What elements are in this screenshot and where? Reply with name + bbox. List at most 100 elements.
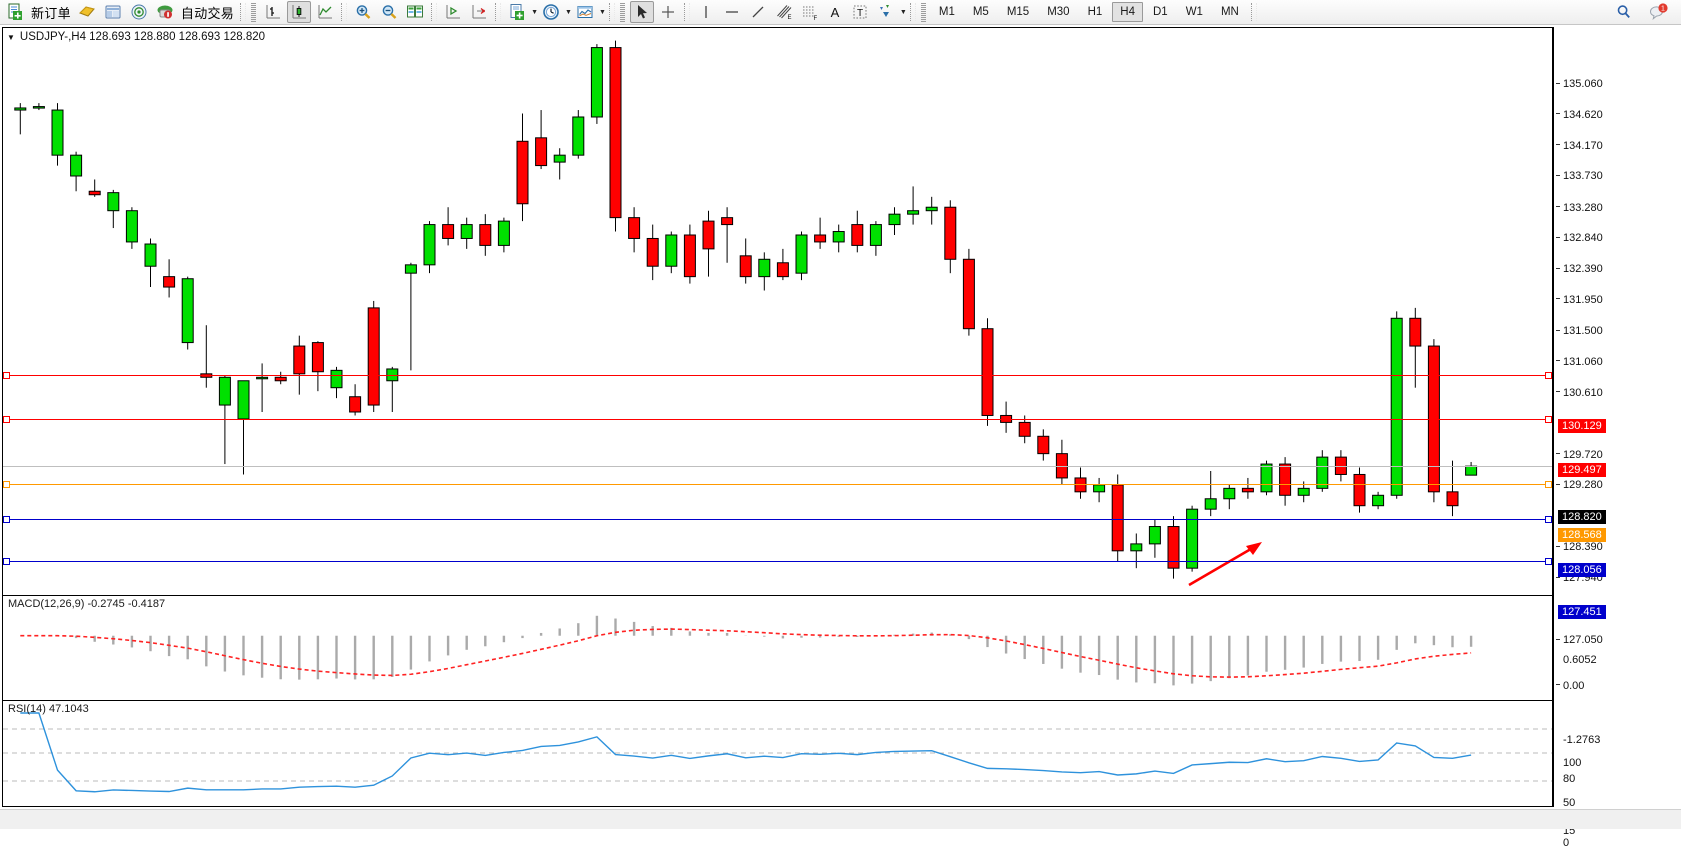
candle (517, 114, 528, 222)
notifications-icon[interactable]: 1 (1645, 1, 1671, 23)
data-window-button[interactable] (101, 1, 125, 23)
equidistant-channel-button[interactable]: E (772, 1, 796, 23)
shapes-button[interactable] (874, 1, 898, 23)
candle (350, 384, 361, 415)
price-line-support-1[interactable] (3, 519, 1552, 520)
tile-windows-button[interactable] (403, 1, 427, 23)
macd-signal-line (20, 629, 1471, 677)
candle (1001, 402, 1012, 433)
navigator-button[interactable] (127, 1, 151, 23)
new-order-button[interactable] (3, 1, 27, 23)
new-order-label: 新订单 (28, 3, 74, 22)
price-tag-ask-price[interactable]: 128.568 (1558, 528, 1606, 542)
price-line-handle[interactable] (3, 481, 10, 488)
candle (1168, 516, 1179, 578)
rsi-pane[interactable]: RSI(14) 47.1043 (3, 700, 1552, 806)
toolbar-separator (684, 3, 690, 21)
price-line-support-2[interactable] (3, 561, 1552, 562)
price-tick: 129.280 (1556, 479, 1603, 491)
text-button[interactable]: A (824, 1, 846, 23)
rsi-series (3, 701, 1552, 806)
shapes-caret-icon[interactable]: ▼ (900, 9, 907, 16)
rsi-tick: 80 (1556, 773, 1575, 785)
crosshair-button[interactable] (656, 1, 680, 23)
timeframe-m1[interactable]: M1 (931, 2, 963, 22)
candle (1038, 429, 1049, 460)
price-line-resistance-2[interactable] (3, 419, 1552, 420)
candle (1112, 474, 1123, 561)
candle (647, 225, 658, 281)
cursor-button[interactable] (630, 1, 654, 23)
zoom-out-button[interactable] (377, 1, 401, 23)
price-tag-support-1[interactable]: 128.056 (1558, 563, 1606, 577)
price-line-handle[interactable] (3, 516, 10, 523)
chart-plot-frame[interactable]: ▼ USDJPY-,H4 128.693 128.880 128.693 128… (2, 27, 1554, 807)
toolbar-separator (609, 3, 615, 21)
price-tick: 134.620 (1556, 109, 1603, 121)
indicators-button[interactable] (573, 1, 597, 23)
chart-shift-button[interactable] (467, 1, 491, 23)
price-line-handle[interactable] (1545, 416, 1552, 423)
timeframe-w1[interactable]: W1 (1178, 2, 1211, 22)
price-line-last-price[interactable] (3, 466, 1552, 467)
indicators-caret-icon[interactable]: ▼ (599, 9, 606, 16)
price-line-ask-price[interactable] (3, 484, 1552, 485)
candle (145, 238, 156, 287)
vertical-line-button[interactable] (694, 1, 718, 23)
candle (387, 367, 398, 412)
bar-chart-button[interactable] (261, 1, 285, 23)
candle (796, 232, 807, 281)
price-tick: 133.280 (1556, 202, 1603, 214)
price-line-handle[interactable] (3, 416, 10, 423)
text-label-button[interactable]: T (848, 1, 872, 23)
trendline-button[interactable] (746, 1, 770, 23)
candle (908, 186, 919, 224)
price-line-resistance-1[interactable] (3, 375, 1552, 376)
price-tag-support-2[interactable]: 127.451 (1558, 605, 1606, 619)
price-tag-resistance-1[interactable]: 130.129 (1558, 419, 1606, 433)
candle (852, 211, 863, 253)
toolbar-grip[interactable] (620, 3, 625, 22)
toolbar-grip[interactable] (251, 3, 256, 22)
toolbar-grip[interactable] (921, 3, 926, 22)
price-line-handle[interactable] (3, 558, 10, 565)
horizontal-line-button[interactable] (720, 1, 744, 23)
price-line-handle[interactable] (1545, 516, 1552, 523)
timeframe-m15[interactable]: M15 (999, 2, 1037, 22)
period-caret-icon[interactable]: ▼ (565, 9, 572, 16)
candle (536, 110, 547, 169)
price-tag-last-price[interactable]: 128.820 (1558, 510, 1606, 524)
timeframe-h4[interactable]: H4 (1112, 2, 1143, 22)
line-chart-button[interactable] (313, 1, 337, 23)
timeframe-h1[interactable]: H1 (1080, 2, 1111, 22)
new-chart-caret-icon[interactable]: ▼ (531, 9, 538, 16)
market-watch-button[interactable] (75, 1, 99, 23)
candle (312, 341, 323, 391)
autotrading-button[interactable] (153, 1, 177, 23)
timeframe-m30[interactable]: M30 (1039, 2, 1077, 22)
price-pane[interactable]: ▼ USDJPY-,H4 128.693 128.880 128.693 128… (3, 28, 1552, 593)
price-line-handle[interactable] (1545, 558, 1552, 565)
auto-scroll-button[interactable] (441, 1, 465, 23)
period-button[interactable] (539, 1, 563, 23)
price-line-handle[interactable] (3, 372, 10, 379)
timeframe-d1[interactable]: D1 (1145, 2, 1176, 22)
zoom-in-button[interactable] (351, 1, 375, 23)
price-tag-resistance-2[interactable]: 129.497 (1558, 463, 1606, 477)
candlestick-chart-button[interactable] (287, 1, 311, 23)
timeframe-m5[interactable]: M5 (965, 2, 997, 22)
rsi-line (20, 713, 1471, 792)
candle (1428, 339, 1439, 502)
search-icon[interactable] (1612, 1, 1636, 23)
candle (257, 363, 268, 412)
fibonacci-button[interactable]: F (798, 1, 822, 23)
candle (15, 103, 26, 134)
price-line-handle[interactable] (1545, 372, 1552, 379)
candle (740, 238, 751, 283)
macd-pane[interactable]: MACD(12,26,9) -0.2745 -0.4187 (3, 595, 1552, 698)
timeframe-mn[interactable]: MN (1213, 2, 1247, 22)
price-line-handle[interactable] (1545, 481, 1552, 488)
chart-menu-caret-icon[interactable]: ▼ (7, 33, 15, 42)
new-chart-button[interactable] (505, 1, 529, 23)
